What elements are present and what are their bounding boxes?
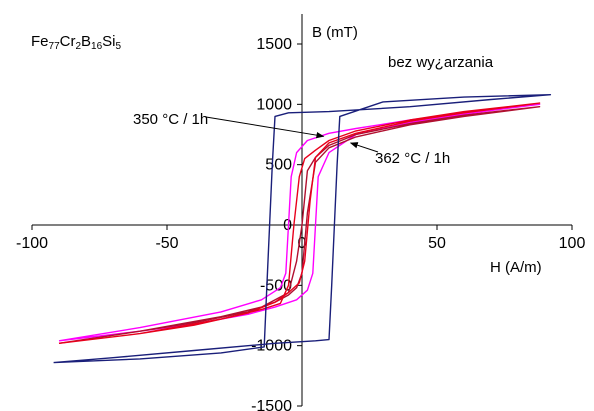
x-axis-label: H (A/m) bbox=[490, 259, 542, 276]
axes bbox=[32, 14, 572, 406]
x-tick-label: 100 bbox=[559, 235, 586, 252]
chart-title: Fe77Cr2B16Si5 bbox=[31, 33, 122, 52]
series-line bbox=[58, 102, 541, 344]
y-tick-label: 500 bbox=[265, 157, 292, 174]
series-line bbox=[58, 103, 541, 342]
y-tick-label: 0 bbox=[283, 217, 292, 234]
y-tick-label: -500 bbox=[260, 277, 292, 294]
series-lines bbox=[53, 94, 552, 364]
chart-title-text: Fe77Cr2B16Si5 bbox=[31, 33, 122, 52]
title-part: Cr bbox=[60, 33, 76, 50]
annotation-arrow bbox=[205, 116, 325, 139]
annotations: bez wy¿arzania 350 °C / 1h 362 °C / 1h bbox=[133, 54, 494, 167]
x-tick-label: -50 bbox=[155, 235, 178, 252]
x-tick-label: 50 bbox=[428, 235, 446, 252]
title-part: Si bbox=[102, 33, 115, 50]
title-part: 5 bbox=[116, 41, 122, 52]
annotation-arrow bbox=[349, 142, 379, 153]
y-tick-label: 1500 bbox=[256, 36, 292, 53]
annotation-label: bez wy¿arzania bbox=[388, 54, 494, 71]
title-part: Fe bbox=[31, 33, 49, 50]
title-part: 77 bbox=[49, 41, 61, 52]
annotation-label: 362 °C / 1h bbox=[375, 150, 450, 167]
x-tick-label: -100 bbox=[16, 235, 48, 252]
y-tick-label: 1000 bbox=[256, 96, 292, 113]
y-tick-label: -1000 bbox=[251, 338, 292, 355]
series-line bbox=[53, 94, 552, 364]
title-part: 2 bbox=[75, 41, 81, 52]
x-tick-label: 0 bbox=[298, 235, 307, 252]
title-part: 16 bbox=[91, 41, 103, 52]
annotation-label: 350 °C / 1h bbox=[133, 111, 208, 128]
y-axis-label: B (mT) bbox=[312, 24, 358, 41]
y-tick-label: -1500 bbox=[251, 398, 292, 411]
title-part: B bbox=[81, 33, 91, 50]
series-line bbox=[58, 106, 541, 344]
